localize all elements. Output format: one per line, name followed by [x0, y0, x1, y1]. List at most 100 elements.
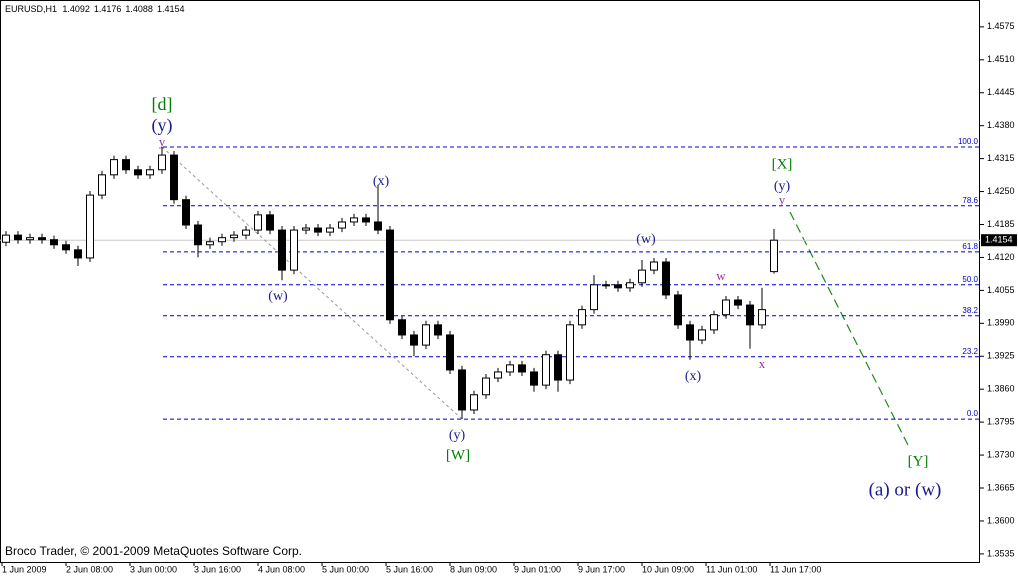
wave-label: (y): [774, 179, 791, 194]
candle-body: [758, 309, 766, 326]
wave-label: (x): [685, 369, 702, 384]
price-box-label: 1.4154: [985, 235, 1013, 245]
candle-body: [554, 354, 562, 381]
wave-label: (w): [268, 289, 288, 304]
wave-label: x: [759, 356, 766, 371]
candle-body: [710, 314, 718, 331]
candle-body: [422, 324, 430, 346]
fib-label: 38.2: [962, 306, 978, 315]
candle-body: [530, 371, 538, 386]
x-tick-label: 3 Jun 16:00: [194, 564, 241, 574]
candle-body: [2, 234, 10, 243]
candle-body: [146, 169, 154, 176]
x-tick-label: 9 Jun 17:00: [578, 564, 625, 574]
candle-body: [326, 227, 334, 233]
y-tick-label: 1.4250: [987, 186, 1015, 196]
fib-label: 23.2: [962, 347, 978, 356]
x-tick-label: 11 Jun 17:00: [770, 564, 821, 574]
x-tick-label: 10 Jun 09:00: [642, 564, 694, 574]
y-tick-label: 1.4575: [987, 21, 1015, 31]
candle-body: [338, 221, 346, 229]
wave-label: [X]: [772, 156, 793, 172]
x-tick-label: 11 Jun 01:00: [706, 564, 757, 574]
candle-body: [86, 194, 94, 259]
x-tick-label: 5 Jun 00:00: [322, 564, 369, 574]
candle-body: [242, 229, 250, 236]
wave-label: (y): [152, 115, 173, 136]
candle-body: [374, 221, 382, 231]
candle-body: [626, 282, 634, 289]
candle-body: [482, 377, 490, 396]
candle-body: [746, 304, 754, 326]
y-tick-label: 1.3925: [987, 351, 1015, 361]
wave-label: y: [159, 134, 166, 149]
candle-body: [206, 241, 214, 246]
footer: Broco Trader, © 2001-2009 MetaQuotes Sof…: [5, 544, 302, 558]
candle-body: [62, 244, 70, 251]
wave-label: [d]: [152, 94, 173, 114]
wave-line: [161, 146, 463, 420]
x-tick-label: 5 Jun 16:00: [386, 564, 433, 574]
candle-body: [506, 364, 514, 373]
candle-body: [122, 159, 130, 171]
quote-low: 1.4088: [125, 4, 153, 14]
candle-body: [38, 237, 46, 241]
wave-label: (w): [636, 232, 656, 247]
candle-body: [494, 371, 502, 379]
candle-body: [734, 299, 742, 306]
y-tick-label: 1.3990: [987, 318, 1015, 328]
y-tick-label: 1.4510: [987, 54, 1015, 64]
header: EURUSD,H1 1.4092 1.4176 1.4088 1.4154: [5, 4, 184, 14]
fib-label: 100.0: [958, 137, 979, 146]
fib-label: 78.6: [962, 196, 978, 205]
wave-label: (y): [449, 428, 466, 443]
candle-body: [590, 284, 598, 311]
candle-body: [770, 239, 778, 273]
quote-high: 1.4176: [94, 4, 122, 14]
candle-body: [698, 329, 706, 341]
candle-body: [158, 154, 166, 171]
wave-label: y: [779, 192, 786, 207]
y-tick-label: 1.3665: [987, 482, 1015, 492]
candle-body: [398, 319, 406, 336]
candle-body: [302, 227, 310, 231]
candle-body: [614, 284, 622, 289]
y-tick-label: 1.4380: [987, 120, 1015, 130]
wave-label: w: [716, 268, 726, 283]
candle-body: [266, 214, 274, 231]
quote-close: 1.4154: [157, 4, 185, 14]
candle-body: [638, 269, 646, 284]
y-tick-label: 1.3860: [987, 384, 1015, 394]
candle-body: [722, 299, 730, 316]
fib-label: 50.0: [962, 275, 978, 284]
candle-body: [50, 239, 58, 246]
fib-label: 61.8: [962, 242, 978, 251]
candle-body: [686, 324, 694, 341]
y-tick-label: 1.4185: [987, 219, 1015, 229]
candle-body: [74, 249, 82, 259]
candle-body: [434, 324, 442, 336]
y-tick-label: 1.4055: [987, 285, 1015, 295]
fib-label: 0.0: [967, 409, 979, 418]
wave-label: (x): [373, 174, 390, 189]
candle-body: [170, 154, 178, 201]
candle-body: [182, 199, 190, 226]
y-tick-label: 1.4120: [987, 252, 1015, 262]
candle-body: [362, 217, 370, 223]
candle-body: [446, 334, 454, 371]
x-tick-label: 4 Jun 08:00: [258, 564, 305, 574]
candle-body: [230, 234, 238, 239]
candle-body: [602, 284, 610, 287]
candle-body: [674, 294, 682, 326]
x-tick-label: 1 Jun 2009: [2, 564, 47, 574]
y-tick-label: 1.4315: [987, 153, 1015, 163]
candle-body: [458, 369, 466, 411]
candle-body: [134, 169, 142, 176]
x-tick-label: 8 Jun 09:00: [450, 564, 497, 574]
y-tick-label: 1.3795: [987, 417, 1015, 427]
candle-body: [350, 217, 358, 223]
x-tick-label: 9 Jun 01:00: [514, 564, 561, 574]
candle-body: [254, 214, 262, 231]
